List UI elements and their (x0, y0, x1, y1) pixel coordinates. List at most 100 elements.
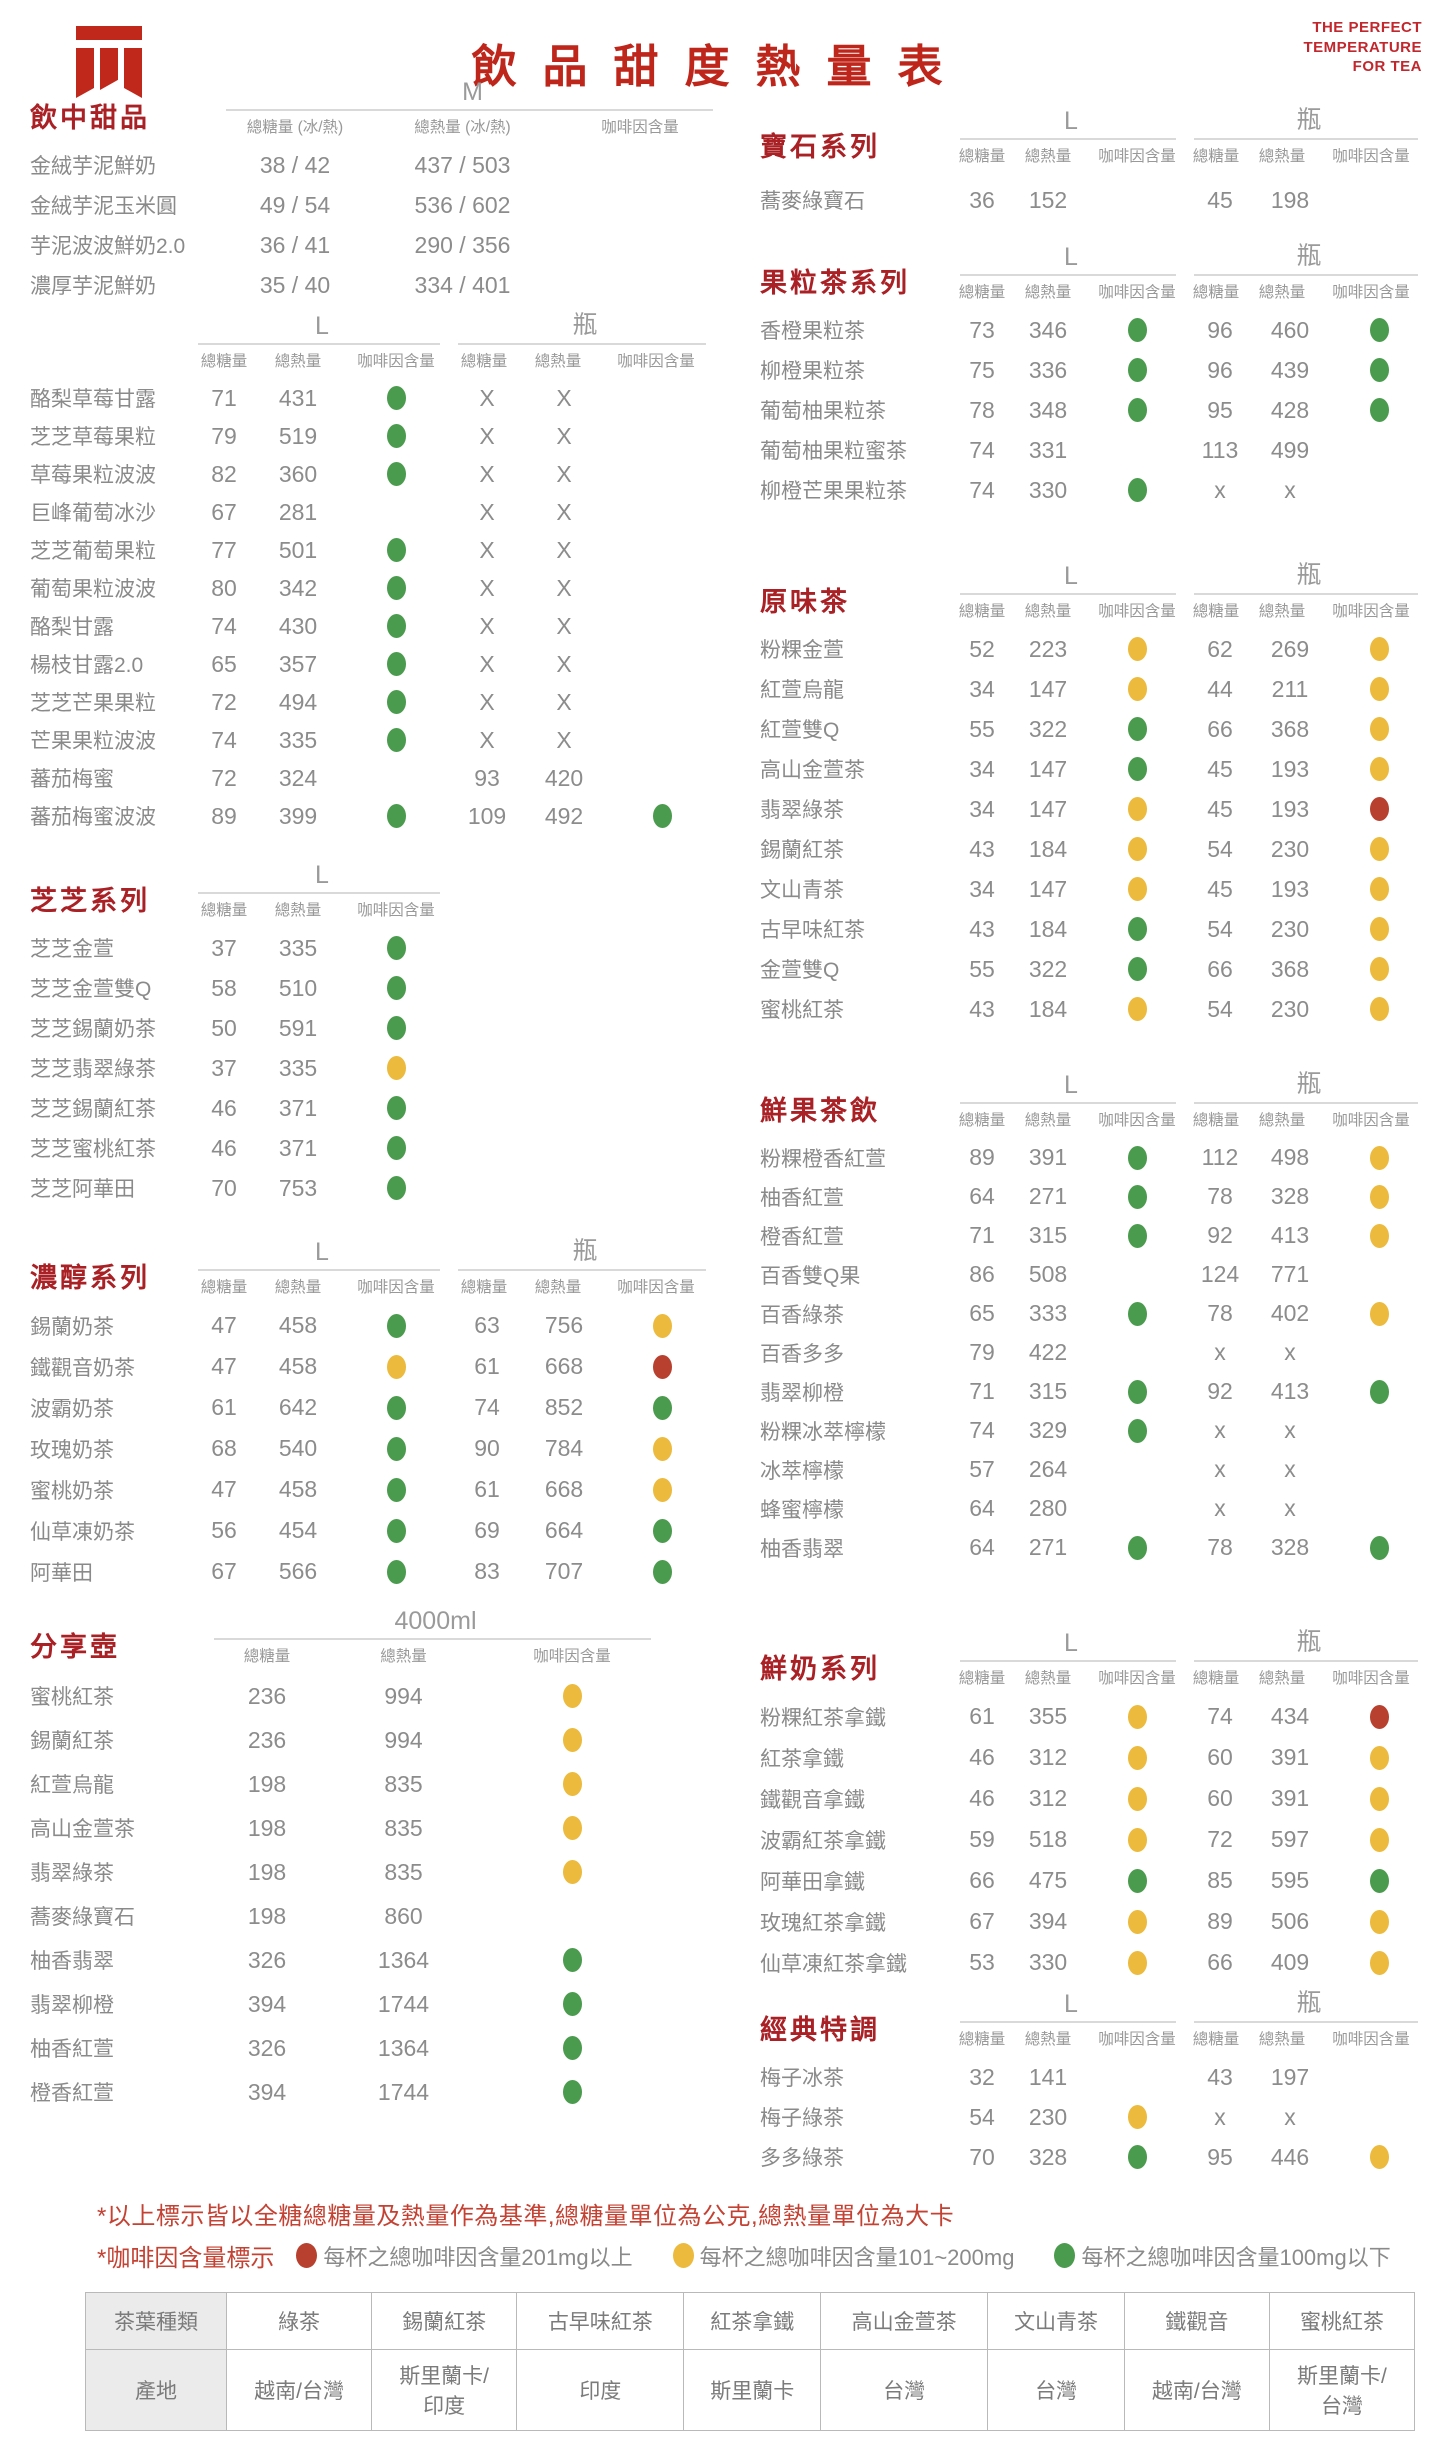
caffeine-dot-green (1127, 398, 1147, 422)
sugar-value: 71 (969, 1378, 995, 1404)
origin-cell: 高山金萱茶 (819, 2292, 989, 2350)
item-name: 錫蘭奶茶 (30, 1315, 114, 1339)
caffeine-dot-green (386, 804, 406, 828)
caffeine-cell (1328, 1535, 1430, 1560)
calorie-value: 211 (1271, 675, 1309, 702)
calorie-value: x (1284, 1456, 1296, 1482)
calorie-value: 446 (1270, 2143, 1310, 2170)
section-title: 寶石系列 (760, 132, 880, 163)
caffeine-cell (606, 1313, 718, 1338)
divider-line (960, 2021, 1176, 2023)
size-group-header: 瓶總糖量 總熱量 咖啡因含量 (452, 1231, 718, 1305)
size-label: L (1064, 1990, 1078, 2018)
calorie-value: 315 (1028, 1378, 1068, 1404)
origin-cell: 斯里蘭卡/台灣 (1268, 2349, 1416, 2431)
size-label: 4000ml (394, 1607, 477, 1635)
item-name: 蕎麥綠寶石 (760, 190, 865, 213)
origin-cell: 錫蘭紅茶 (371, 2292, 518, 2350)
sugar-value: 198 (247, 1770, 287, 1797)
caffeine-cell (340, 936, 452, 960)
calorie-value: X (556, 498, 572, 525)
sugar-value: x (1214, 476, 1226, 503)
column-header: 總糖量 (243, 1648, 291, 1665)
sugar-value: 89 (1207, 1908, 1233, 1934)
calorie-value: 184 (1028, 835, 1068, 862)
caffeine-cell (340, 424, 452, 448)
caffeine-dot-yellow (652, 1313, 672, 1338)
column-header: 咖啡因含量 (357, 353, 435, 370)
calorie-value: 458 (278, 1312, 318, 1338)
calorie-value: 368 (1270, 955, 1310, 982)
caffeine-dot-green (1127, 2145, 1147, 2169)
caffeine-dot-green (386, 1559, 406, 1584)
caffeine-dot-green (1127, 318, 1147, 342)
table-row: 鐵觀音奶茶 47 458 61 668 (30, 1346, 730, 1387)
sugar-value: X (479, 422, 495, 449)
caffeine-dot-yellow (652, 1477, 672, 1502)
calorie-value: 147 (1028, 755, 1068, 782)
caffeine-cell (340, 1096, 452, 1120)
caffeine-cell (1328, 1950, 1430, 1975)
table-row: 濃厚芋泥鮮奶 35 / 40 334 / 401 (30, 265, 730, 305)
item-name: 粉粿橙香紅萱 (760, 1147, 886, 1171)
calorie-value: 460 (1270, 316, 1310, 343)
table-row: 楊枝甘露2.0 65 357 X X (30, 645, 730, 683)
calorie-value: 413 (1270, 1378, 1310, 1404)
caffeine-dot-red (652, 1354, 672, 1379)
item-name: 粉粿冰萃檸檬 (760, 1420, 886, 1444)
calorie-value: 264 (1028, 1456, 1068, 1482)
calorie-value: 437 / 503 (414, 151, 511, 178)
caffeine-cell (340, 690, 452, 714)
column-header: 總熱量 (1258, 603, 1306, 620)
size-label: L (1064, 107, 1078, 135)
sugar-value: 47 (211, 1353, 237, 1379)
caffeine-dot-yellow (1127, 797, 1147, 821)
caffeine-cell (340, 1518, 452, 1543)
caffeine-cell (340, 1477, 452, 1502)
table-row: 酪梨草莓甘露 71 431 X X (30, 379, 730, 417)
table-row: 柚香紅萱 326 1364 (30, 2026, 730, 2070)
table-row: 紅茶拿鐵 46 312 60 391 (760, 1737, 1440, 1778)
caffeine-dot-green (1127, 1301, 1147, 1326)
column-header: 總熱量 (1258, 1670, 1306, 1687)
section-title-cell: 經典特調 (760, 2008, 954, 2057)
caffeine-cell (340, 1559, 452, 1584)
caffeine-cell (1328, 1184, 1430, 1209)
calorie-value: 566 (278, 1558, 318, 1584)
caffeine-dot-yellow (1369, 1950, 1389, 1975)
calorie-value: 346 (1028, 316, 1068, 343)
table-row: 蜜桃紅茶 43 184 54 230 (760, 989, 1440, 1029)
item-name: 柳橙芒果果粒茶 (760, 480, 907, 503)
sugar-value: 69 (474, 1517, 500, 1543)
calorie-value: 152 (1028, 186, 1068, 213)
section-title: 飲中甜品 (30, 103, 150, 134)
caffeine-dot-yellow (1369, 637, 1389, 661)
section-classic-special: 經典特調 L 總糖量 總熱量 咖啡因含量瓶總糖量 總熱量 咖啡因含量 梅子冰茶 32 141 43 1… (760, 1983, 1440, 2177)
column-header: 總糖量 (1192, 603, 1240, 620)
caffeine-dot-green (652, 1518, 672, 1543)
sugar-value: 326 (247, 1946, 287, 1973)
column-headers: 總糖量 總熱量 咖啡因含量 (1188, 2027, 1430, 2057)
table-row: 波霸奶茶 61 642 74 852 (30, 1387, 730, 1428)
column-header: 咖啡因含量 (1332, 2031, 1410, 2048)
caffeine-cell (1328, 398, 1430, 422)
calorie-value: 324 (278, 764, 318, 791)
item-name: 高山金萱茶 (30, 1818, 135, 1841)
caffeine-cell (1328, 1827, 1430, 1852)
divider-line (1194, 1660, 1418, 1662)
sugar-value: 93 (474, 764, 500, 791)
calorie-value: 336 (1028, 356, 1068, 383)
sugar-value: 54 (1207, 835, 1233, 862)
caffeine-dot-green (1127, 957, 1147, 981)
caffeine-cell (1328, 1909, 1430, 1934)
column-header: 總熱量 (1024, 2031, 1072, 2048)
sugar-value: 78 (1207, 1300, 1233, 1326)
divider-line (1194, 138, 1418, 140)
calorie-value: 422 (1028, 1339, 1068, 1365)
calorie-value: 368 (1270, 715, 1310, 742)
item-name: 百香綠茶 (760, 1303, 844, 1327)
caffeine-cell (340, 538, 452, 562)
column-headers: 總糖量 總熱量 咖啡因含量 (954, 280, 1188, 310)
section-fresh-milk-series: 鮮奶系列 L 總糖量 總熱量 咖啡因含量瓶總糖量 總熱量 咖啡因含量 粉粿紅茶拿鐵 61 355 7… (760, 1622, 1440, 1983)
tagline-line: THE PERFECT (1312, 19, 1422, 36)
